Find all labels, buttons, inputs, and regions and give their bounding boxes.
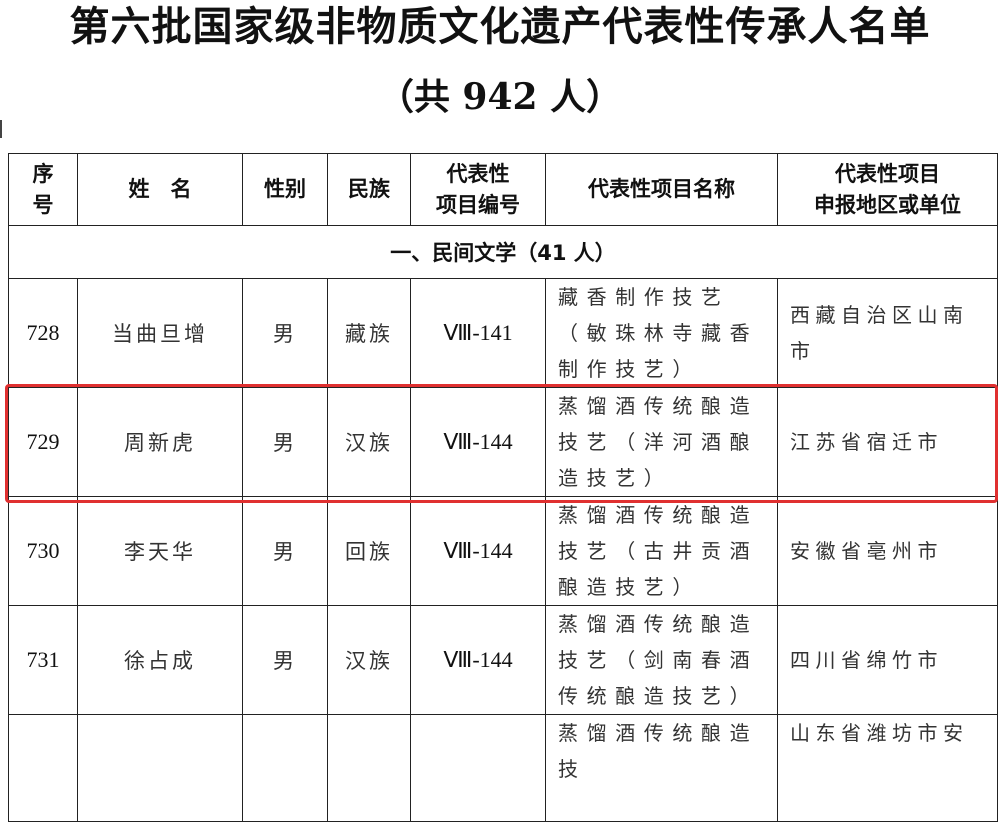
cell-ethnicity bbox=[327, 714, 411, 822]
cell-code bbox=[410, 714, 546, 822]
header-name: 姓 名 bbox=[77, 153, 243, 226]
cell-region: 江苏省宿迁市 bbox=[777, 387, 998, 497]
cell-gender: 男 bbox=[242, 496, 328, 606]
inheritors-table: 序号 姓 名 性别 民族 代表性 项目编号 代表性项目名称 代表性项目 申报地区或单… bbox=[8, 153, 998, 822]
header-index: 序号 bbox=[8, 153, 78, 226]
cell-region: 山东省潍坊市安 bbox=[777, 714, 998, 822]
header-gender: 性别 bbox=[242, 153, 328, 226]
section-row: 一、民间文学（41 人） bbox=[8, 225, 998, 279]
cell-region: 安徽省亳州市 bbox=[777, 496, 998, 606]
cell-gender bbox=[242, 714, 328, 822]
cell-code: Ⅷ-144 bbox=[410, 605, 546, 715]
cell-name bbox=[77, 714, 243, 822]
cell-code: Ⅷ-141 bbox=[410, 278, 546, 388]
header-region: 代表性项目 申报地区或单位 bbox=[777, 153, 998, 226]
table-row: 729 周新虎男汉族 Ⅷ-144 蒸馏酒传统酿造技艺（洋河酒酿造技艺） 江苏省宿迁市 bbox=[8, 387, 998, 497]
cell-index: 729 bbox=[8, 387, 78, 497]
cell-index: 730 bbox=[8, 496, 78, 606]
cell-name: 周新虎 bbox=[77, 387, 243, 497]
cell-name: 李天华 bbox=[77, 496, 243, 606]
cell-gender: 男 bbox=[242, 278, 328, 388]
header-project: 代表性项目名称 bbox=[545, 153, 778, 226]
cell-code: Ⅷ-144 bbox=[410, 387, 546, 497]
cell-name: 徐占成 bbox=[77, 605, 243, 715]
section-title: 一、民间文学（41 人） bbox=[8, 225, 998, 279]
table-row: 730 李天华男回族 Ⅷ-144 蒸馏酒传统酿造技艺（古井贡酒酿造技艺） 安徽省亳州市 bbox=[8, 496, 998, 606]
cell-gender: 男 bbox=[242, 605, 328, 715]
cell-ethnicity: 汉族 bbox=[327, 605, 411, 715]
header-code: 代表性 项目编号 bbox=[410, 153, 546, 226]
cell-code: Ⅷ-144 bbox=[410, 496, 546, 606]
text-cursor-marker bbox=[0, 120, 2, 138]
cell-project: 蒸馏酒传统酿造技艺（洋河酒酿造技艺） bbox=[545, 387, 778, 497]
cell-ethnicity: 汉族 bbox=[327, 387, 411, 497]
cell-project: 蒸馏酒传统酿造技 bbox=[545, 714, 778, 822]
table-row: 731 徐占成男汉族 Ⅷ-144 蒸馏酒传统酿造技艺（剑南春酒传统酿造技艺） 四川省绵竹… bbox=[8, 605, 998, 715]
cell-region: 西藏自治区山南市 bbox=[777, 278, 998, 388]
document-title: 第六批国家级非物质文化遗产代表性传承人名单 bbox=[69, 3, 931, 50]
cell-project: 藏香制作技艺（敏珠林寺藏香制作技艺） bbox=[545, 278, 778, 388]
cell-index bbox=[8, 714, 78, 822]
cell-ethnicity: 藏族 bbox=[327, 278, 411, 388]
cell-project: 蒸馏酒传统酿造技艺（古井贡酒酿造技艺） bbox=[545, 496, 778, 606]
cell-region: 四川省绵竹市 bbox=[777, 605, 998, 715]
table-row: 蒸馏酒传统酿造技 山东省潍坊市安 bbox=[8, 714, 998, 822]
table-row: 728 当曲旦增男藏族 Ⅷ-141 藏香制作技艺（敏珠林寺藏香制作技艺） 西藏自治区山南… bbox=[8, 278, 998, 388]
cell-name: 当曲旦增 bbox=[77, 278, 243, 388]
cell-index: 728 bbox=[8, 278, 78, 388]
header-ethnicity: 民族 bbox=[327, 153, 411, 226]
cell-gender: 男 bbox=[242, 387, 328, 497]
cell-project: 蒸馏酒传统酿造技艺（剑南春酒传统酿造技艺） bbox=[545, 605, 778, 715]
document-subtitle: （共 942 人） bbox=[377, 76, 623, 118]
table-header-row: 序号 姓 名 性别 民族 代表性 项目编号 代表性项目名称 代表性项目 申报地区或单… bbox=[8, 153, 998, 226]
cell-index: 731 bbox=[8, 605, 78, 715]
cell-ethnicity: 回族 bbox=[327, 496, 411, 606]
